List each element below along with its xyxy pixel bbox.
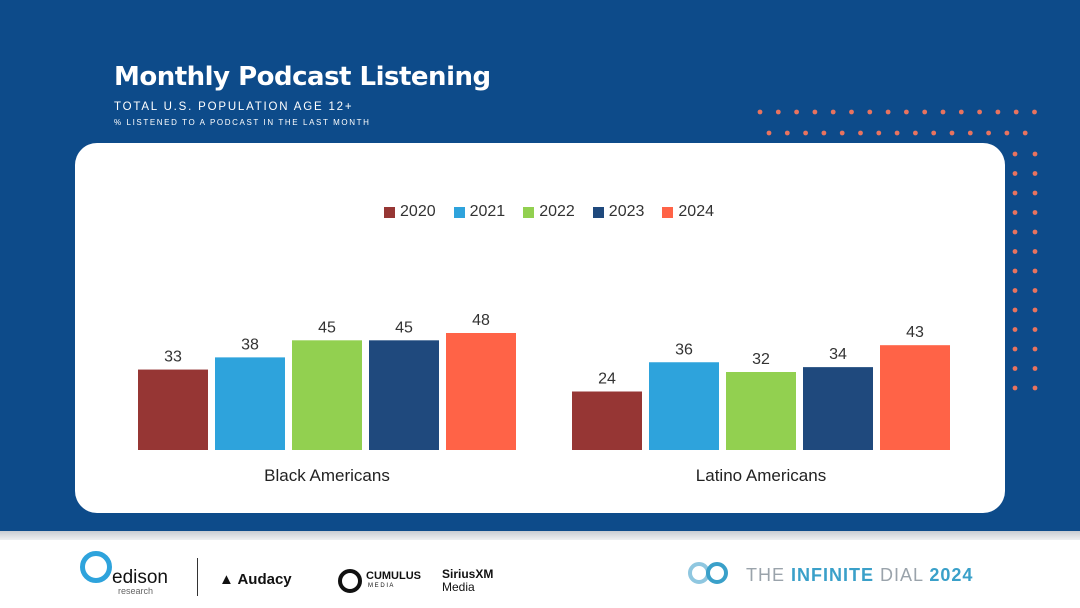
edison-logo: edison [112, 567, 168, 588]
cumulus-logo: CUMULUS [366, 570, 421, 582]
legend-swatch [453, 206, 465, 218]
data-label: 45 [395, 319, 413, 336]
footer: edison research ▲ Audacy CUMULUS M E D I… [0, 545, 1080, 608]
data-label: 36 [675, 341, 693, 358]
bar [572, 391, 642, 450]
siriusxm-logo: SiriusXM [442, 567, 494, 581]
data-label: 48 [472, 312, 490, 329]
audacy-logo: ▲ Audacy [219, 571, 292, 588]
bar-chart: 33 38 45 45 48 Black Americans 24 36 32 34 43 Latin… [138, 312, 950, 485]
dial-dial: DIAL [874, 565, 924, 585]
data-label: 45 [318, 319, 336, 336]
legend-item: 2022 [523, 203, 575, 221]
legend-label: 2023 [608, 203, 645, 220]
logo-divider [197, 558, 198, 596]
legend-label: 2020 [400, 203, 436, 220]
divider-strip [0, 531, 1080, 540]
siriusxm-sub: Media [442, 580, 475, 594]
bar [446, 333, 516, 450]
dial-year: 2024 [929, 565, 974, 585]
dial-infinite: INFINITE [791, 565, 875, 585]
legend-label: 2021 [469, 203, 506, 220]
cumulus-sub: M E D I A [368, 583, 394, 589]
legend-label: 2022 [539, 203, 575, 220]
chart-legend: 2020 2021 2022 2023 2024 [0, 203, 1080, 221]
legend-swatch [523, 206, 535, 218]
edison-sub: research [118, 586, 154, 596]
legend-item: 2024 [662, 203, 714, 221]
legend-item: 2021 [453, 203, 506, 221]
data-label: 34 [829, 346, 847, 363]
legend-swatch [592, 206, 604, 218]
chart-card [75, 143, 1005, 513]
edison-logo-icon [80, 551, 112, 583]
legend-swatch [662, 206, 674, 218]
bar [138, 369, 208, 450]
slide-subtitle: TOTAL U.S. POPULATION AGE 12+ [114, 101, 354, 113]
category-label: Black Americans [264, 466, 390, 485]
slide-subtitle-2: % LISTENED TO A PODCAST IN THE LAST MONT… [114, 118, 371, 127]
category-label: Latino Americans [696, 466, 826, 485]
audacy-text: Audacy [237, 571, 292, 588]
bar [292, 340, 362, 450]
infinite-dial-icon-2 [706, 562, 728, 584]
legend-item: 2020 [384, 203, 436, 221]
bar [369, 340, 439, 450]
data-label: 38 [241, 336, 259, 353]
slide-title: Monthly Podcast Listening [114, 62, 491, 92]
cumulus-icon [338, 569, 362, 593]
bar [726, 372, 796, 450]
legend-swatch [384, 206, 396, 218]
bar [880, 345, 950, 450]
data-label: 24 [598, 371, 616, 388]
bar [649, 362, 719, 450]
legend-label: 2024 [678, 203, 714, 220]
bar [215, 357, 285, 450]
infinite-dial-logo: THE INFINITE DIAL 2024 [746, 565, 973, 586]
data-label: 32 [752, 351, 770, 368]
legend-item: 2023 [592, 203, 645, 221]
dial-the: THE [746, 565, 792, 585]
data-label: 33 [164, 349, 182, 366]
data-label: 43 [906, 324, 924, 341]
bar [803, 367, 873, 450]
